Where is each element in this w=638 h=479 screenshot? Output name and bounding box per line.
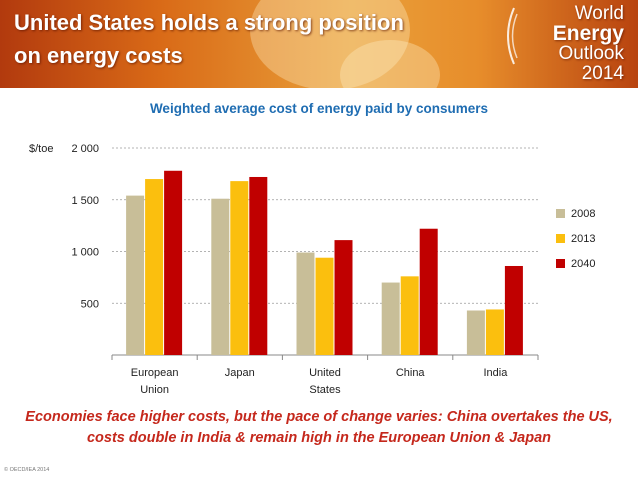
bar-2013 (145, 179, 164, 355)
bar-2040 (419, 228, 438, 355)
y-tick-label: 1 000 (71, 247, 99, 259)
bar-2013 (400, 276, 419, 355)
logo-line2: Energy (552, 22, 624, 45)
x-tick-label: European (131, 367, 179, 379)
logo-arcs-icon (507, 7, 518, 65)
banner-glow (340, 40, 440, 88)
legend-label-2040: 2040 (571, 257, 596, 270)
x-tick-label: India (483, 367, 508, 379)
legend-swatch-2013 (556, 234, 565, 243)
x-tick-label: United (309, 367, 341, 379)
y-axis-unit-label: $/toe (29, 143, 53, 155)
caption-line1: Economies face higher costs, but the pac… (25, 409, 613, 425)
legend-swatch-2040 (556, 259, 565, 268)
legend-swatch-2008 (556, 209, 565, 218)
logo-line3: Outlook (558, 43, 624, 64)
bar-2008 (466, 310, 485, 355)
slide-title: United States holds a strong position on… (14, 6, 404, 72)
bar-2008 (126, 195, 145, 355)
bar-2040 (504, 265, 523, 355)
bar-2013 (315, 257, 334, 355)
y-tick-label: 2 000 (71, 143, 99, 155)
bar-2040 (164, 170, 183, 355)
chart-legend: 2008 2013 2040 (556, 207, 595, 282)
slide-title-line1: United States holds a strong position (14, 10, 404, 35)
y-tick-label: 1 500 (71, 195, 99, 207)
legend-label-2013: 2013 (571, 232, 596, 245)
copyright-notice: © OECD/IEA 2014 (4, 467, 50, 473)
bar-2008 (211, 198, 230, 355)
bar-2008 (296, 252, 315, 355)
bar-2013 (485, 309, 504, 355)
bar-2040 (249, 176, 268, 355)
legend-item-2013: 2013 (556, 232, 595, 245)
x-tick-label: States (309, 384, 341, 396)
x-tick-label: Japan (225, 367, 255, 379)
y-tick-label: 500 (81, 298, 99, 310)
slide-title-line2: on energy costs (14, 43, 183, 68)
bar-2040 (334, 240, 353, 355)
x-tick-label: China (396, 367, 426, 379)
header-banner: United States holds a strong position on… (0, 0, 638, 88)
legend-item-2040: 2040 (556, 257, 595, 270)
legend-label-2008: 2008 (571, 207, 596, 220)
banner-glow (250, 0, 410, 88)
bar-2008 (381, 282, 400, 355)
bar-2013 (230, 181, 249, 355)
caption-line2: costs double in India & remain high in t… (86, 430, 552, 446)
weo-logo: World Energy Outlook 2014 (553, 4, 624, 84)
legend-item-2008: 2008 (556, 207, 595, 220)
logo-line4: 2014 (581, 63, 624, 84)
logo-line1: World (574, 3, 624, 24)
slide-caption: Economies face higher costs, but the pac… (0, 407, 638, 449)
x-tick-label: Union (140, 384, 169, 396)
chart-title: Weighted average cost of energy paid by … (149, 101, 489, 116)
